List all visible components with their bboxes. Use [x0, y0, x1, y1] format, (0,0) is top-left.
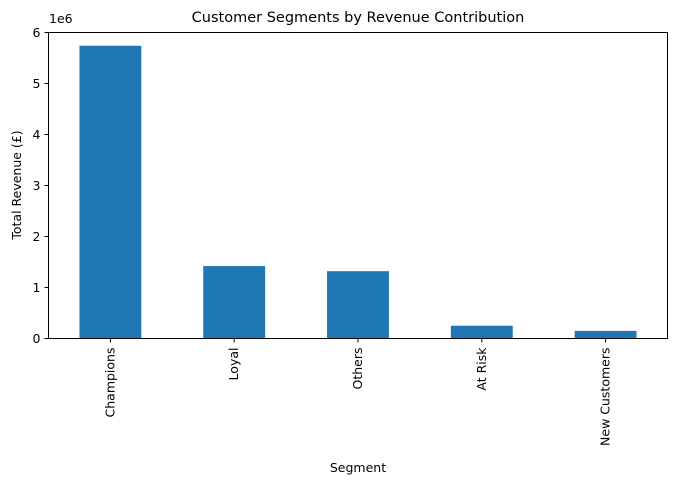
x-tick-label: Loyal: [226, 348, 241, 381]
bars-group: [79, 45, 637, 339]
y-tick-label: 2: [33, 229, 41, 244]
y-tick-label: 3: [33, 178, 41, 193]
chart-title: Customer Segments by Revenue Contributio…: [192, 10, 525, 26]
bar-champions: [79, 45, 142, 339]
bar-others: [327, 271, 389, 339]
bar-loyal: [203, 266, 266, 339]
y-tick-label: 0: [33, 331, 41, 346]
plot-frame: [48, 32, 668, 339]
y-ticks-group: 0 1 2 3 4 5 6: [33, 25, 49, 346]
y-tick-label: 4: [33, 127, 41, 142]
x-tick-label: New Customers: [598, 348, 613, 446]
bar-new-customers: [574, 330, 637, 339]
x-tick-label: Champions: [102, 348, 117, 418]
y-axis-label: Total Revenue (£): [9, 130, 24, 240]
x-ticks-group: Champions Loyal Others At Risk New Customers: [102, 338, 613, 446]
y-offset-label: 1e6: [49, 11, 73, 26]
x-tick-label: Others: [350, 348, 365, 390]
y-tick-label: 5: [33, 76, 41, 91]
y-tick-label: 6: [33, 25, 41, 40]
bar-at-risk: [450, 325, 513, 339]
y-tick-label: 1: [33, 280, 41, 295]
x-tick-label: At Risk: [474, 347, 489, 391]
x-axis-label: Segment: [330, 460, 386, 475]
